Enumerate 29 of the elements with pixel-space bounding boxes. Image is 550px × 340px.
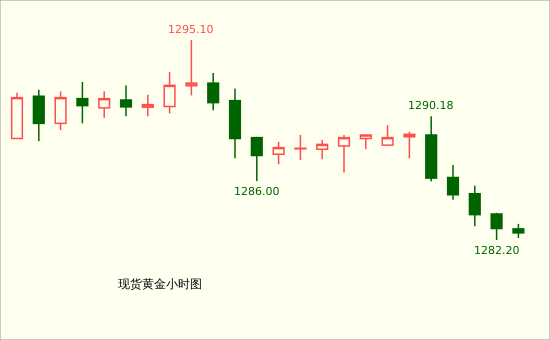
candlestick — [164, 71, 176, 114]
text: 现货黄金小时图 — [118, 277, 202, 291]
candlestick — [32, 89, 45, 142]
annotation: 1295.10 — [168, 23, 214, 36]
candlestick — [360, 134, 372, 150]
candlestick — [316, 139, 328, 160]
candlestick — [120, 84, 132, 118]
annotation: 1286.00 — [234, 185, 280, 198]
candlestick — [228, 88, 242, 160]
annotation: 1282.20 — [474, 244, 520, 257]
annotation: 1290.18 — [408, 99, 454, 112]
candlestick — [425, 116, 438, 182]
candlestick — [54, 90, 67, 131]
candlestick — [446, 164, 460, 200]
candlestick — [98, 90, 110, 119]
candlestick — [185, 39, 198, 96]
candlestick — [142, 94, 154, 118]
candlestick — [512, 223, 524, 239]
candlestick — [294, 134, 306, 161]
candlestick — [468, 184, 481, 227]
candlestick — [250, 136, 263, 182]
candlestick — [382, 124, 394, 146]
candlestick — [403, 131, 416, 160]
candlestick — [76, 81, 88, 124]
candlestick — [272, 140, 285, 165]
candlestick — [207, 72, 220, 111]
candlestick — [10, 92, 24, 140]
candlestick — [338, 134, 350, 174]
candlestick — [490, 212, 503, 241]
